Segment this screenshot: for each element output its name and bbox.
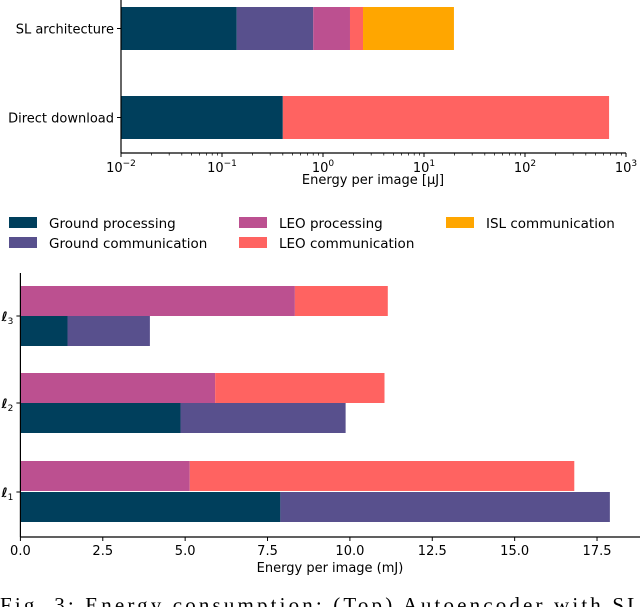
bar-direct-download-ground-processing bbox=[121, 96, 283, 139]
bar-sl-architecture-ground-processing bbox=[121, 7, 237, 50]
bar--2-ground-processing bbox=[20, 403, 181, 433]
bar--1-leo-processing bbox=[20, 461, 190, 491]
xtick-label: 2.5 bbox=[92, 544, 113, 559]
bar--1-ground-communication bbox=[280, 492, 610, 522]
top-chart: Direct download SL architecture 10−2 10−1 10… bbox=[8, 0, 637, 176]
top-xlabel: Energy per image [µJ] bbox=[302, 173, 444, 188]
ytick-label--1: ℓ1 bbox=[1, 486, 14, 503]
bar--2-leo-processing bbox=[20, 373, 216, 403]
xtick-label: 10.0 bbox=[335, 544, 364, 559]
legend-label-isl-communication: ISL communication bbox=[486, 216, 615, 232]
bar--3-leo-communication bbox=[294, 286, 388, 316]
bottom-xlabel: Energy per image (mJ) bbox=[257, 561, 404, 576]
bar-sl-architecture-leo-communication bbox=[349, 7, 364, 50]
ytick-label--3: ℓ3 bbox=[1, 310, 14, 327]
xtick-label: 12.5 bbox=[418, 544, 447, 559]
bar-sl-architecture-leo-processing bbox=[313, 7, 350, 50]
ytick-label--2: ℓ2 bbox=[1, 397, 14, 414]
bar--3-leo-processing bbox=[20, 286, 295, 316]
bottom-chart: ℓ1 ℓ2 ℓ3 0.0 2.5 5.0 7.5 10.0 12.5 15.0 17.5 bbox=[1, 273, 640, 559]
xtick-label: 17.5 bbox=[583, 544, 612, 559]
legend-swatch-leo-communication bbox=[239, 237, 267, 248]
xtick-label: 15.0 bbox=[500, 544, 529, 559]
bar--3-ground-communication bbox=[67, 316, 150, 346]
legend-swatch-leo-processing bbox=[239, 217, 267, 228]
bar-sl-architecture-isl-communication bbox=[363, 7, 454, 50]
legend-swatch-ground-communication bbox=[9, 237, 37, 248]
legend-label-leo-processing: LEO processing bbox=[279, 216, 383, 232]
caption: Fig. 3: Energy consumption: (Top) Autoen… bbox=[0, 593, 640, 607]
bar--3-ground-processing bbox=[20, 316, 68, 346]
legend-label-leo-communication: LEO communication bbox=[279, 236, 414, 252]
xtick-label: 7.5 bbox=[257, 544, 278, 559]
legend-swatch-isl-communication bbox=[446, 217, 474, 228]
legend-label-ground-processing: Ground processing bbox=[49, 216, 176, 232]
xtick-label: 5.0 bbox=[175, 544, 196, 559]
bar--1-ground-processing bbox=[20, 492, 281, 522]
xtick-label: 10−2 bbox=[106, 159, 136, 176]
ytick-label-sl-architecture: SL architecture bbox=[16, 23, 114, 38]
bar--2-leo-communication bbox=[215, 373, 385, 403]
bar-sl-architecture-ground-communication bbox=[236, 7, 314, 50]
xtick-label: 102 bbox=[514, 159, 536, 176]
ytick-label-direct-download: Direct download bbox=[8, 112, 114, 127]
legend-label-ground-communication: Ground communication bbox=[49, 236, 207, 252]
bar-direct-download-leo-communication bbox=[282, 96, 610, 139]
legend-swatch-ground-processing bbox=[9, 217, 37, 228]
xtick-label: 0.0 bbox=[10, 544, 31, 559]
bar--2-ground-communication bbox=[180, 403, 346, 433]
xtick-label: 103 bbox=[615, 159, 637, 176]
xtick-label: 10−1 bbox=[207, 159, 237, 176]
bar--1-leo-communication bbox=[189, 461, 575, 491]
legend: Ground processing LEO processing ISL commu… bbox=[9, 216, 615, 252]
